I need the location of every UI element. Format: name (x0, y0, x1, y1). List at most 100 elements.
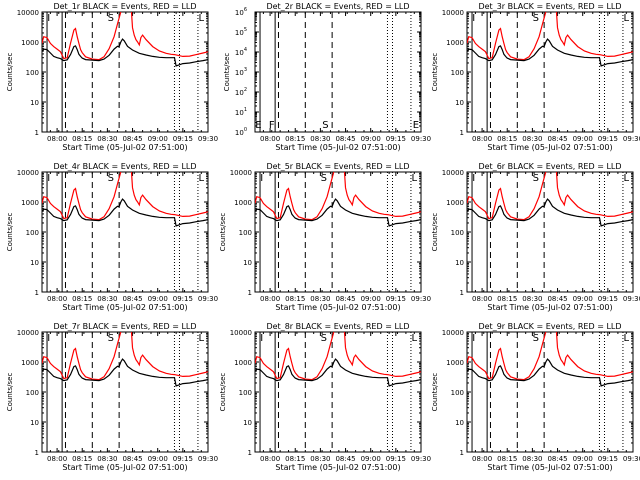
panel-title-legend: BLACK = Events, RED = LLD (505, 2, 621, 11)
panel-title-detector: Det_8r (266, 322, 293, 331)
panel-title-detector: Det_2r (266, 2, 293, 11)
panel-title: Det_3r BLACK = Events, RED = LLD (478, 2, 621, 11)
lld-rate-line (255, 332, 421, 381)
y-tick-label: 10 (455, 419, 464, 427)
panel-title: Det_7r BLACK = Events, RED = LLD (53, 322, 196, 331)
interval-flag: L (199, 13, 205, 24)
x-axis-label: Start Time (05-Jul-02 07:51:00) (275, 463, 400, 472)
y-tick-base: 10 (235, 89, 244, 97)
interval-flag: E (255, 120, 261, 131)
interval-flag: S (108, 333, 114, 344)
y-tick-label: 106 (235, 7, 247, 17)
interval-flag: I (47, 13, 50, 24)
y-tick-label: 100 (26, 229, 39, 237)
panel-title: Det_2r BLACK = Events, RED = LLD (266, 2, 409, 11)
y-tick-label: 102 (235, 87, 247, 97)
plot-frame (41, 331, 209, 453)
x-tick-label: 09:00 (148, 135, 168, 143)
x-tick-label: 08:00 (260, 135, 280, 143)
interval-flag: S (533, 173, 539, 184)
x-tick-label: 08:00 (47, 295, 67, 303)
events-rate-line (42, 198, 208, 227)
y-tick-label: 10000 (17, 169, 39, 177)
x-tick-label: 08:15 (497, 455, 517, 463)
x-tick-label: 08:00 (472, 295, 492, 303)
y-tick-label: 1 (460, 129, 464, 137)
plot-frame (254, 171, 422, 293)
lld-rate-line (42, 12, 208, 61)
x-tick-label: 08:45 (335, 295, 355, 303)
x-tick-label: 08:45 (122, 455, 142, 463)
panel-title-detector: Det_3r (478, 2, 505, 11)
x-tick-label: 08:00 (47, 455, 67, 463)
y-tick-label: 105 (235, 27, 247, 37)
y-tick-label: 100 (26, 389, 39, 397)
panel-title-legend: BLACK = Events, RED = LLD (293, 322, 409, 331)
interval-flag: L (412, 333, 418, 344)
y-tick-exponent: 2 (244, 87, 247, 93)
panel-title-legend: BLACK = Events, RED = LLD (293, 162, 409, 171)
panel-det-4r: Det_4r BLACK = Events, RED = LLD 1 10 100 10… (6, 162, 218, 312)
events-rate-line (255, 198, 421, 227)
panel-det-8r: Det_8r BLACK = Events, RED = LLD 1 10 100 10… (219, 322, 431, 472)
y-tick-base: 10 (235, 69, 244, 77)
panel-title-legend: BLACK = Events, RED = LLD (505, 162, 621, 171)
y-tick-label: 1 (35, 449, 39, 457)
x-tick-label: 09:15 (598, 455, 618, 463)
interval-flag: S (322, 120, 328, 131)
y-axis-label: Counts/sec (6, 373, 14, 412)
y-tick-label: 10 (455, 259, 464, 267)
y-tick-label: 1000 (21, 199, 39, 207)
interval-flag: L (199, 173, 205, 184)
y-tick-label: 1000 (234, 199, 252, 207)
interval-flag: L (624, 173, 630, 184)
x-tick-label: 09:00 (361, 135, 381, 143)
x-tick-label: 08:15 (497, 295, 517, 303)
x-tick-label: 08:00 (260, 295, 280, 303)
y-axis-label: Counts/sec (223, 53, 231, 92)
panel-title-detector: Det_9r (478, 322, 505, 331)
interval-flag: S (108, 173, 114, 184)
y-tick-base: 10 (235, 9, 244, 17)
y-tick-label: 101 (235, 107, 247, 117)
y-tick-exponent: 5 (244, 27, 247, 33)
events-rate-line (467, 38, 633, 67)
panel-title-detector: Det_5r (266, 162, 293, 171)
panel-title: Det_1r BLACK = Events, RED = LLD (53, 2, 196, 11)
plot-frame (254, 11, 422, 133)
interval-flag: L (412, 173, 418, 184)
lld-rate-line (467, 12, 633, 61)
x-tick-label: 09:15 (386, 295, 406, 303)
y-tick-label: 10000 (17, 329, 39, 337)
x-tick-label: 08:00 (260, 455, 280, 463)
panel-title-legend: BLACK = Events, RED = LLD (80, 162, 196, 171)
x-axis-label: Start Time (05-Jul-02 07:51:00) (62, 463, 187, 472)
y-axis-label: Counts/sec (219, 213, 227, 252)
lld-rate-line (42, 332, 208, 381)
panel-title-legend: BLACK = Events, RED = LLD (80, 2, 196, 11)
x-tick-label: 09:15 (386, 455, 406, 463)
x-tick-label: 09:00 (361, 455, 381, 463)
x-axis-label: Start Time (05-Jul-02 07:51:00) (487, 463, 612, 472)
y-tick-label: 10 (243, 259, 252, 267)
interval-flag: S (108, 13, 114, 24)
panel-title: Det_5r BLACK = Events, RED = LLD (266, 162, 409, 171)
y-tick-base: 10 (235, 49, 244, 57)
interval-flag: E (413, 120, 419, 131)
plot-frame (466, 331, 634, 453)
x-tick-label: 09:00 (573, 135, 593, 143)
x-tick-label: 08:45 (122, 135, 142, 143)
interval-flag: L (624, 333, 630, 344)
y-tick-label: 1000 (21, 359, 39, 367)
x-axis-label: Start Time (05-Jul-02 07:51:00) (487, 303, 612, 312)
events-rate-line (467, 358, 633, 387)
y-tick-exponent: 4 (244, 47, 247, 53)
x-tick-label: 09:00 (573, 455, 593, 463)
panel-det-9r: Det_9r BLACK = Events, RED = LLD 1 10 100 10… (431, 322, 640, 472)
y-tick-label: 104 (235, 47, 247, 57)
x-tick-label: 09:15 (173, 455, 193, 463)
y-tick-label: 100 (26, 69, 39, 77)
panel-det-7r: Det_7r BLACK = Events, RED = LLD 1 10 100 10… (6, 322, 218, 472)
x-tick-label: 08:30 (522, 295, 542, 303)
